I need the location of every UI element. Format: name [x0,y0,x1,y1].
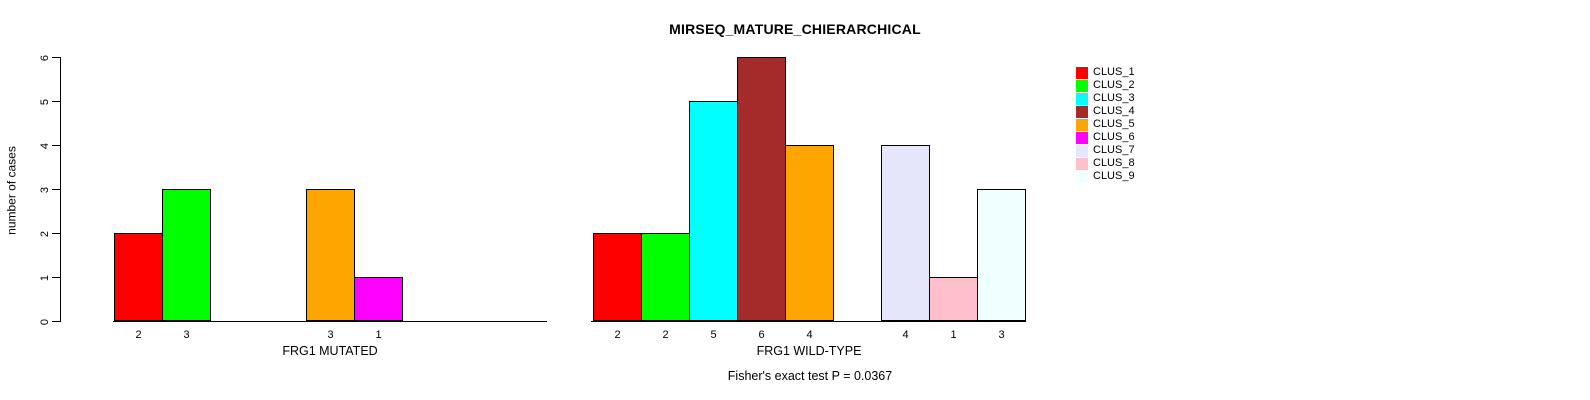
y-tick [52,57,60,58]
y-tick-label: 2 [39,230,51,238]
bar-value-label: 1 [375,329,382,341]
bar-clus_3 [689,101,738,321]
legend-item: CLUS_6 [1076,131,1135,144]
bar-value-label: 2 [662,329,669,341]
bar-clus_5 [306,189,355,321]
bar-clus_5 [785,145,834,321]
legend-label: CLUS_6 [1093,131,1135,143]
legend-swatch [1076,157,1088,170]
y-tick-label: 5 [39,98,51,106]
legend-item: CLUS_3 [1076,92,1135,105]
y-tick-label: 3 [39,186,51,194]
y-tick-label: 1 [39,274,51,282]
legend-label: CLUS_4 [1093,105,1135,117]
bar-value-label: 3 [998,329,1005,341]
legend-item: CLUS_9 [1076,170,1135,183]
x-axis-label-mutated: FRG1 MUTATED [282,344,378,358]
y-tick [52,101,60,102]
y-tick-label: 0 [39,318,51,326]
legend-swatch [1076,131,1088,144]
bar-clus_2 [162,189,211,321]
bar-value-label: 3 [327,329,334,341]
bar-value-label: 5 [710,329,717,341]
bar-value-label: 4 [902,329,909,341]
legend-swatch [1076,170,1088,183]
legend: CLUS_1 CLUS_2 CLUS_3 CLUS_4 CLUS_5 CLUS_6 CLUS… [1076,66,1135,183]
bar-clus_4 [737,57,786,321]
legend-item: CLUS_1 [1076,66,1135,79]
legend-item: CLUS_8 [1076,157,1135,170]
x-axis-label-wildtype: FRG1 WILD-TYPE [756,344,862,358]
legend-label: CLUS_9 [1093,170,1135,182]
bar-clus_1 [593,233,642,321]
fisher-test-annotation: Fisher's exact test P = 0.0367 [727,369,893,383]
legend-item: CLUS_2 [1076,79,1135,92]
bar-clus_1 [114,233,163,321]
legend-item: CLUS_4 [1076,105,1135,118]
legend-swatch [1076,118,1088,131]
legend-label: CLUS_8 [1093,157,1135,169]
legend-swatch [1076,66,1088,79]
legend-label: CLUS_2 [1093,79,1135,91]
bar-clus_9 [977,189,1026,321]
legend-label: CLUS_3 [1093,92,1135,104]
y-tick [52,321,60,322]
y-tick-label: 4 [39,142,51,150]
legend-swatch [1076,79,1088,92]
legend-item: CLUS_5 [1076,118,1135,131]
y-tick [52,145,60,146]
y-axis-line [60,57,61,322]
bar-value-label: 2 [614,329,621,341]
bar-value-label: 1 [950,329,957,341]
legend-label: CLUS_5 [1093,118,1135,130]
bar-clus_8 [929,277,978,321]
legend-swatch [1076,144,1088,157]
bar-value-label: 2 [135,329,142,341]
y-tick [52,233,60,234]
legend-label: CLUS_7 [1093,144,1135,156]
y-tick-label: 6 [39,54,51,62]
y-tick [52,277,60,278]
bar-clus_6 [354,277,403,321]
legend-swatch [1076,92,1088,105]
bar-value-label: 4 [806,329,813,341]
x-axis-line [591,321,1026,322]
bar-clus_7 [881,145,930,321]
y-tick [52,189,60,190]
legend-label: CLUS_1 [1093,66,1135,78]
legend-swatch [1076,105,1088,118]
bar-value-label: 6 [758,329,765,341]
bar-clus_2 [641,233,690,321]
legend-item: CLUS_7 [1076,144,1135,157]
bar-value-label: 3 [183,329,190,341]
plot-title: MIRSEQ_MATURE_CHIERARCHICAL [669,21,921,37]
x-axis-line [113,321,547,322]
